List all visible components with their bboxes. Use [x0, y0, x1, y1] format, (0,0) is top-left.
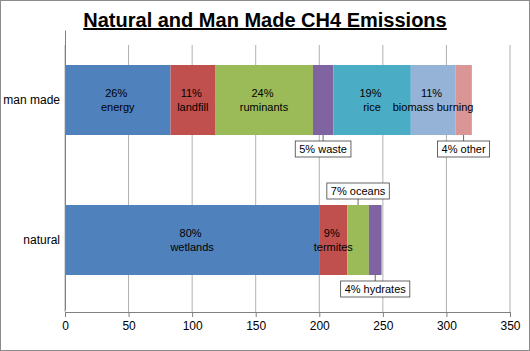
segment-label-line: landfill — [177, 101, 208, 113]
x-tick-label: 200 — [310, 319, 330, 333]
segment-label-line: biomass burning — [393, 101, 474, 113]
callout-label: 4% other — [442, 143, 486, 155]
callout: 7% oceans — [327, 183, 389, 205]
bar-segment — [455, 65, 472, 135]
x-axis: 0 50 100 150 200 250 300 350 — [62, 312, 521, 333]
bar-segment — [313, 65, 333, 135]
callout-leader — [463, 135, 464, 141]
segment-label-line: termites — [314, 241, 354, 253]
bar-segment — [369, 205, 382, 275]
callouts: 4% other 5% waste 4% hydrates 7% oceans — [295, 135, 489, 297]
bars — [65, 65, 472, 275]
y-tick-label: natural — [23, 233, 60, 247]
segment-label-line: 26% — [105, 87, 130, 99]
bar-segment — [65, 65, 171, 135]
segment-label-line: rice — [363, 101, 381, 113]
x-tick-label: 50 — [122, 319, 136, 333]
grid — [65, 45, 510, 312]
x-tick: 150 — [246, 312, 266, 333]
x-tick: 200 — [310, 312, 330, 333]
callout: 5% waste — [295, 135, 351, 157]
x-tick-mark — [446, 312, 447, 317]
segment-label-line: 11% — [181, 87, 205, 99]
callout-box — [341, 281, 410, 297]
chart-title: Natural and Man Made CH4 Emissions — [83, 9, 446, 31]
callout-label: 4% hydrates — [345, 283, 407, 295]
x-tick-mark — [510, 312, 511, 317]
segment-label-line: ruminants — [240, 101, 289, 113]
segment-label-line: 80% — [180, 227, 205, 239]
x-tick-mark — [256, 312, 257, 317]
x-tick-label: 300 — [437, 319, 457, 333]
x-tick-mark — [383, 312, 384, 317]
callout-leader — [375, 275, 376, 281]
segment-label-line: 19% — [360, 87, 385, 99]
bar-segment — [319, 205, 347, 275]
segment-label-line: 11% — [421, 87, 445, 99]
y-axis: man made natural — [3, 31, 65, 311]
segment-label-line: wetlands — [169, 241, 214, 253]
x-tick: 0 — [62, 312, 69, 333]
x-tick-label: 250 — [373, 319, 393, 333]
y-tick: man made — [3, 93, 65, 107]
x-axis-line — [66, 313, 511, 318]
chart-border — [1, 1, 530, 351]
callout-label: 5% waste — [299, 143, 347, 155]
x-tick-label: 0 — [62, 319, 69, 333]
bar-segment — [65, 205, 319, 275]
callout-leader — [358, 199, 359, 205]
x-tick-mark — [319, 312, 320, 317]
x-tick: 350 — [500, 312, 520, 333]
x-tick: 300 — [437, 312, 457, 333]
bar-segment — [171, 65, 216, 135]
y-tick: natural — [23, 233, 65, 247]
bar-segment — [215, 65, 313, 135]
segment-labels: 26% energy 11% landfill 24% ruminants 19% r… — [101, 87, 473, 253]
callout-box — [327, 183, 389, 199]
grid-line — [510, 45, 511, 312]
segment-label-line: energy — [101, 101, 135, 113]
segment-label: 9% termites — [314, 227, 354, 253]
x-tick-mark — [65, 312, 66, 317]
y-axis-line — [65, 31, 66, 311]
callout-label: 7% oceans — [331, 185, 386, 197]
chart: Natural and Man Made CH4 Emissions 0 50 100… — [0, 0, 530, 351]
x-tick-label: 100 — [183, 319, 203, 333]
callout-box — [438, 141, 490, 157]
callout-box — [295, 141, 351, 157]
x-tick: 250 — [373, 312, 393, 333]
bar-segment — [333, 65, 411, 135]
segment-label: 19% rice — [360, 87, 385, 113]
callout-leader — [323, 135, 324, 141]
segment-label: 24% ruminants — [240, 87, 289, 113]
x-tick-mark — [192, 312, 193, 317]
segment-label: 11% biomass burning — [393, 87, 474, 113]
segment-label: 26% energy — [101, 87, 135, 113]
y-tick-label: man made — [3, 93, 60, 107]
bar-segment — [347, 205, 369, 275]
x-tick-label: 350 — [500, 319, 520, 333]
x-tick: 50 — [122, 312, 136, 333]
x-tick-mark — [129, 312, 130, 317]
x-tick-label: 150 — [246, 319, 266, 333]
bar-segment — [411, 65, 456, 135]
callout: 4% other — [438, 135, 490, 157]
callout: 4% hydrates — [341, 275, 410, 297]
x-tick: 100 — [183, 312, 203, 333]
segment-label-line: 9% — [324, 227, 343, 239]
segment-label: 80% wetlands — [169, 227, 214, 253]
segment-label: 11% landfill — [177, 87, 208, 113]
segment-label-line: 24% — [251, 87, 276, 99]
